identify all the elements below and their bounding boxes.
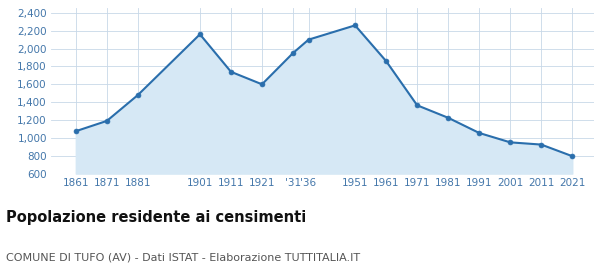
Text: Popolazione residente ai censimenti: Popolazione residente ai censimenti	[6, 210, 306, 225]
Text: COMUNE DI TUFO (AV) - Dati ISTAT - Elaborazione TUTTITALIA.IT: COMUNE DI TUFO (AV) - Dati ISTAT - Elabo…	[6, 252, 360, 262]
